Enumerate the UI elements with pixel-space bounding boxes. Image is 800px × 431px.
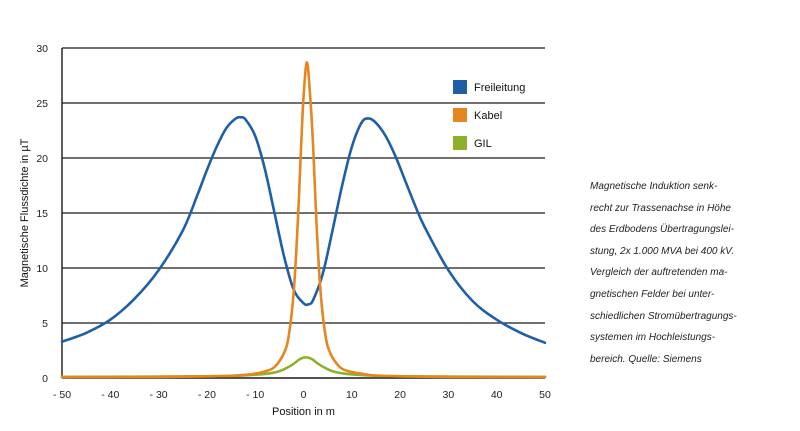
legend-label: Freileitung xyxy=(474,82,525,94)
caption-line: bereich. Quelle: Siemens xyxy=(590,353,702,365)
series-line-kabel xyxy=(60,61,547,379)
y-tick-label: 25 xyxy=(36,98,48,110)
figure-caption: Magnetische Induktion senk-recht zur Tra… xyxy=(590,176,790,370)
y-tick-label: 0 xyxy=(42,373,48,385)
caption-line: Vergleich der auftretenden ma- xyxy=(590,267,728,279)
legend-label: GIL xyxy=(474,138,492,150)
caption-line: stung, 2x 1.000 MVA bei 400 kV. xyxy=(590,245,734,257)
series-line-gil xyxy=(60,356,547,379)
x-tick-label: - 20 xyxy=(198,389,216,401)
x-tick-label: 10 xyxy=(346,389,358,401)
legend-swatch-freileitung xyxy=(453,80,467,94)
y-tick-label: 20 xyxy=(36,153,48,165)
x-tick-label: 20 xyxy=(394,389,406,401)
caption-line: Magnetische Induktion senk- xyxy=(590,181,718,192)
x-tick-label: - 30 xyxy=(150,389,168,401)
series-line-freileitung xyxy=(60,115,547,345)
x-tick-label: - 10 xyxy=(246,389,264,401)
y-tick-label: 5 xyxy=(42,318,48,330)
caption-line: systemen im Hochleistungs- xyxy=(590,332,716,344)
caption-line: des Erdbodens Übertragungslei- xyxy=(590,224,734,236)
x-tick-label: - 50 xyxy=(53,389,71,401)
caption-line: recht zur Trassenachse in Höhe xyxy=(590,202,731,214)
y-axis-label: Magnetische Flussdichte in µT xyxy=(19,138,31,287)
x-tick-label: 40 xyxy=(491,389,503,401)
x-tick-label: 50 xyxy=(539,389,551,401)
y-tick-label: 30 xyxy=(36,43,48,55)
series-lines xyxy=(60,61,547,379)
x-tick-label: - 40 xyxy=(101,389,119,401)
y-tick-label: 10 xyxy=(36,263,48,275)
caption-line: gnetischen Felder bei unter- xyxy=(590,288,715,300)
legend-label: Kabel xyxy=(474,110,502,122)
legend-swatch-gil xyxy=(453,136,467,150)
y-tick-labels: 0 5 10 15 20 25 30 xyxy=(36,43,48,385)
x-tick-label: 0 xyxy=(301,389,307,401)
x-axis-label: Position in m xyxy=(272,406,335,418)
x-tick-labels: - 50 - 40 - 30 - 20 - 10 0 10 20 30 40 50 xyxy=(53,389,551,401)
caption-line: schiedlichen Stromübertragungs- xyxy=(590,310,737,322)
legend-swatch-kabel xyxy=(453,108,467,122)
x-tick-label: 30 xyxy=(443,389,455,401)
y-tick-label: 15 xyxy=(36,208,48,220)
legend: Freileitung Kabel GIL xyxy=(453,80,525,150)
